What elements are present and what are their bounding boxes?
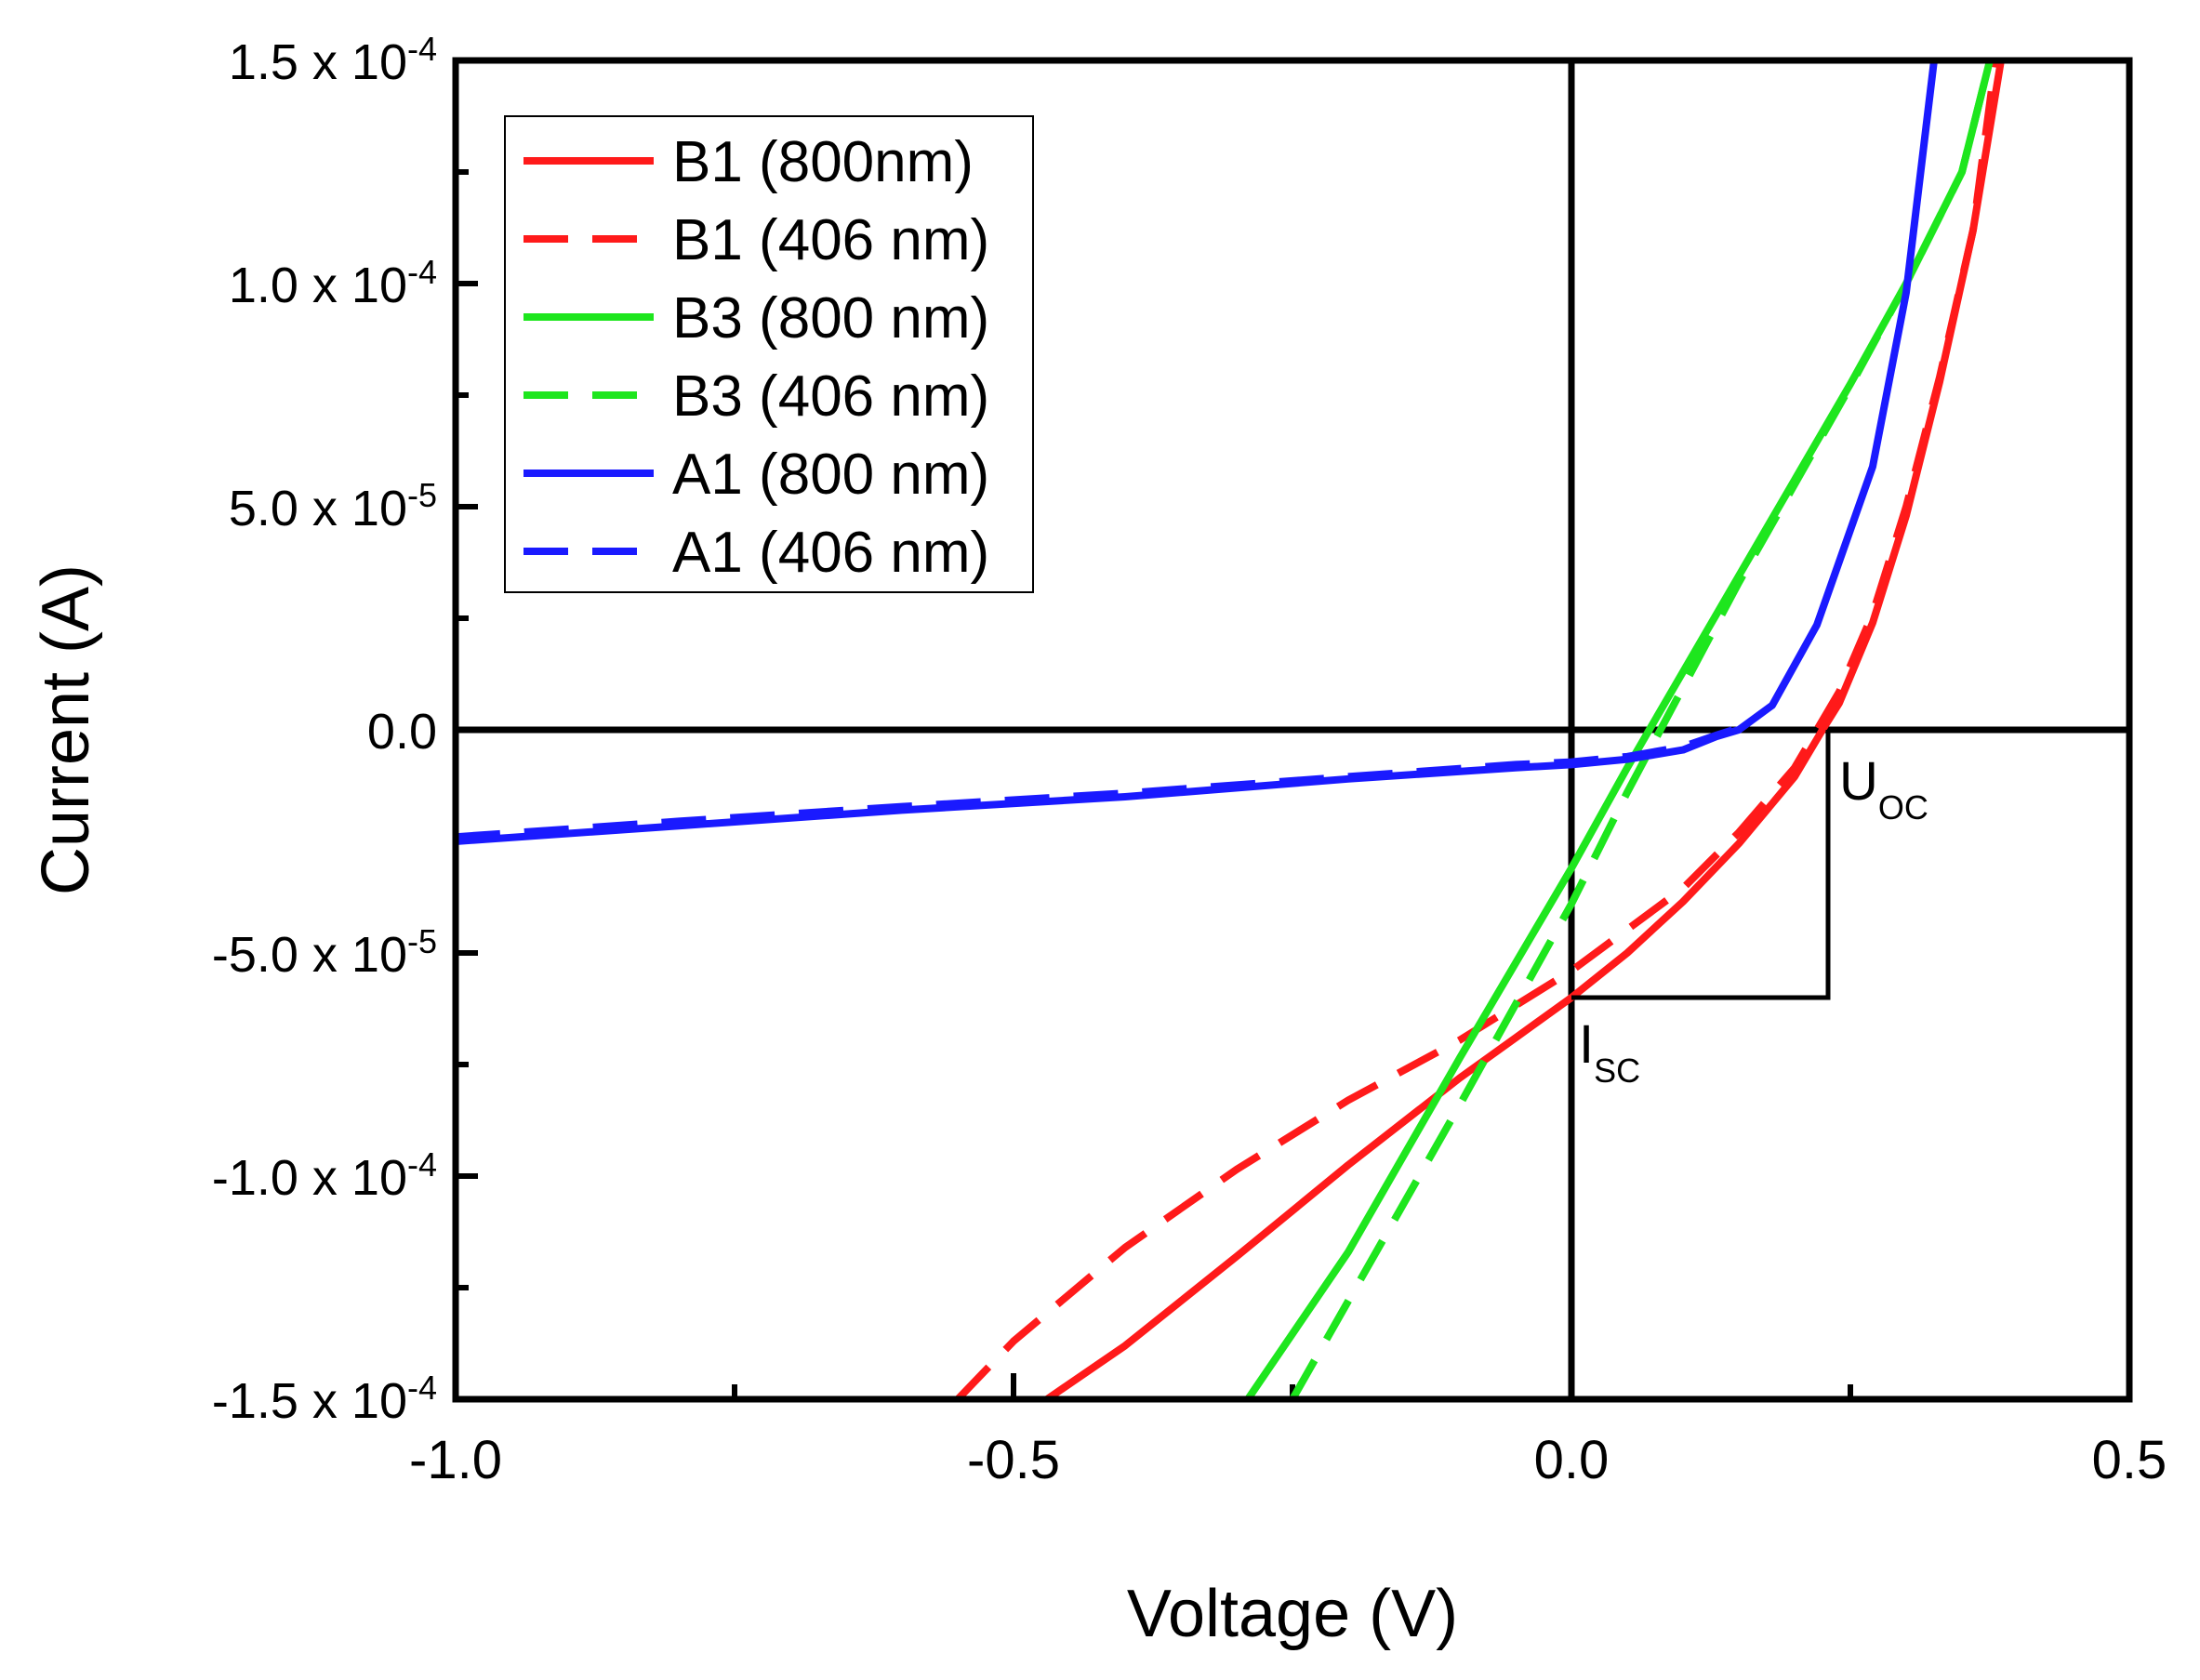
isc-label: ISC — [1579, 1014, 1640, 1090]
x-tick-label: 0.5 — [2092, 1430, 2167, 1490]
series-line — [955, 60, 1999, 1399]
y-tick-label: -1.5 x 10-4 — [212, 1369, 437, 1430]
plot-border — [452, 57, 2133, 1403]
axes: -1.0 -0.5 0.0 0.5 1.5 x 10-4 1.0 x 10-4 5.0 x … — [29, 30, 2167, 1652]
x-tick-label: -0.5 — [967, 1430, 1060, 1490]
uoc-label: UOC — [1839, 751, 1928, 827]
series-layer — [456, 60, 2005, 1399]
series-line — [1244, 60, 1994, 1399]
y-tick-label: 1.5 x 10-4 — [229, 30, 437, 91]
y-tick-label: 5.0 x 10-5 — [229, 476, 437, 537]
x-axis-title: Voltage (V) — [1127, 1577, 1458, 1651]
legend-entry-label: B3 (406 nm) — [672, 364, 989, 429]
isc-uoc-box — [1571, 730, 1831, 1000]
y-tick-label: -1.0 x 10-4 — [212, 1145, 437, 1207]
plot-frame — [452, 57, 2133, 1403]
x-tick-label: 0.0 — [1534, 1430, 1610, 1490]
series-line — [1044, 60, 2005, 1399]
legend-entry-label: B1 (800nm) — [672, 130, 974, 194]
y-tick-label: 0.0 — [367, 704, 437, 760]
annotations: ISC UOC — [1571, 730, 1928, 1090]
y-tick-label: 1.0 x 10-4 — [229, 253, 437, 314]
legend: B1 (800nm) B1 (406 nm) B3 (800 nm) B3 (406 … — [504, 115, 1034, 593]
legend-entry-label: A1 (800 nm) — [672, 443, 989, 507]
legend-entry-label: B1 (406 nm) — [672, 208, 989, 272]
series-line — [456, 726, 1735, 841]
legend-box — [504, 115, 1034, 593]
series-clip-group — [456, 60, 2005, 1399]
legend-entry-label: A1 (406 nm) — [672, 521, 989, 585]
x-tick-label: -1.0 — [409, 1430, 502, 1490]
legend-entry-label: B3 (800 nm) — [672, 286, 989, 351]
y-axis-title: Current (A) — [29, 564, 103, 895]
series-line — [1289, 60, 1994, 1399]
y-tick-label: -5.0 x 10-5 — [212, 922, 437, 984]
